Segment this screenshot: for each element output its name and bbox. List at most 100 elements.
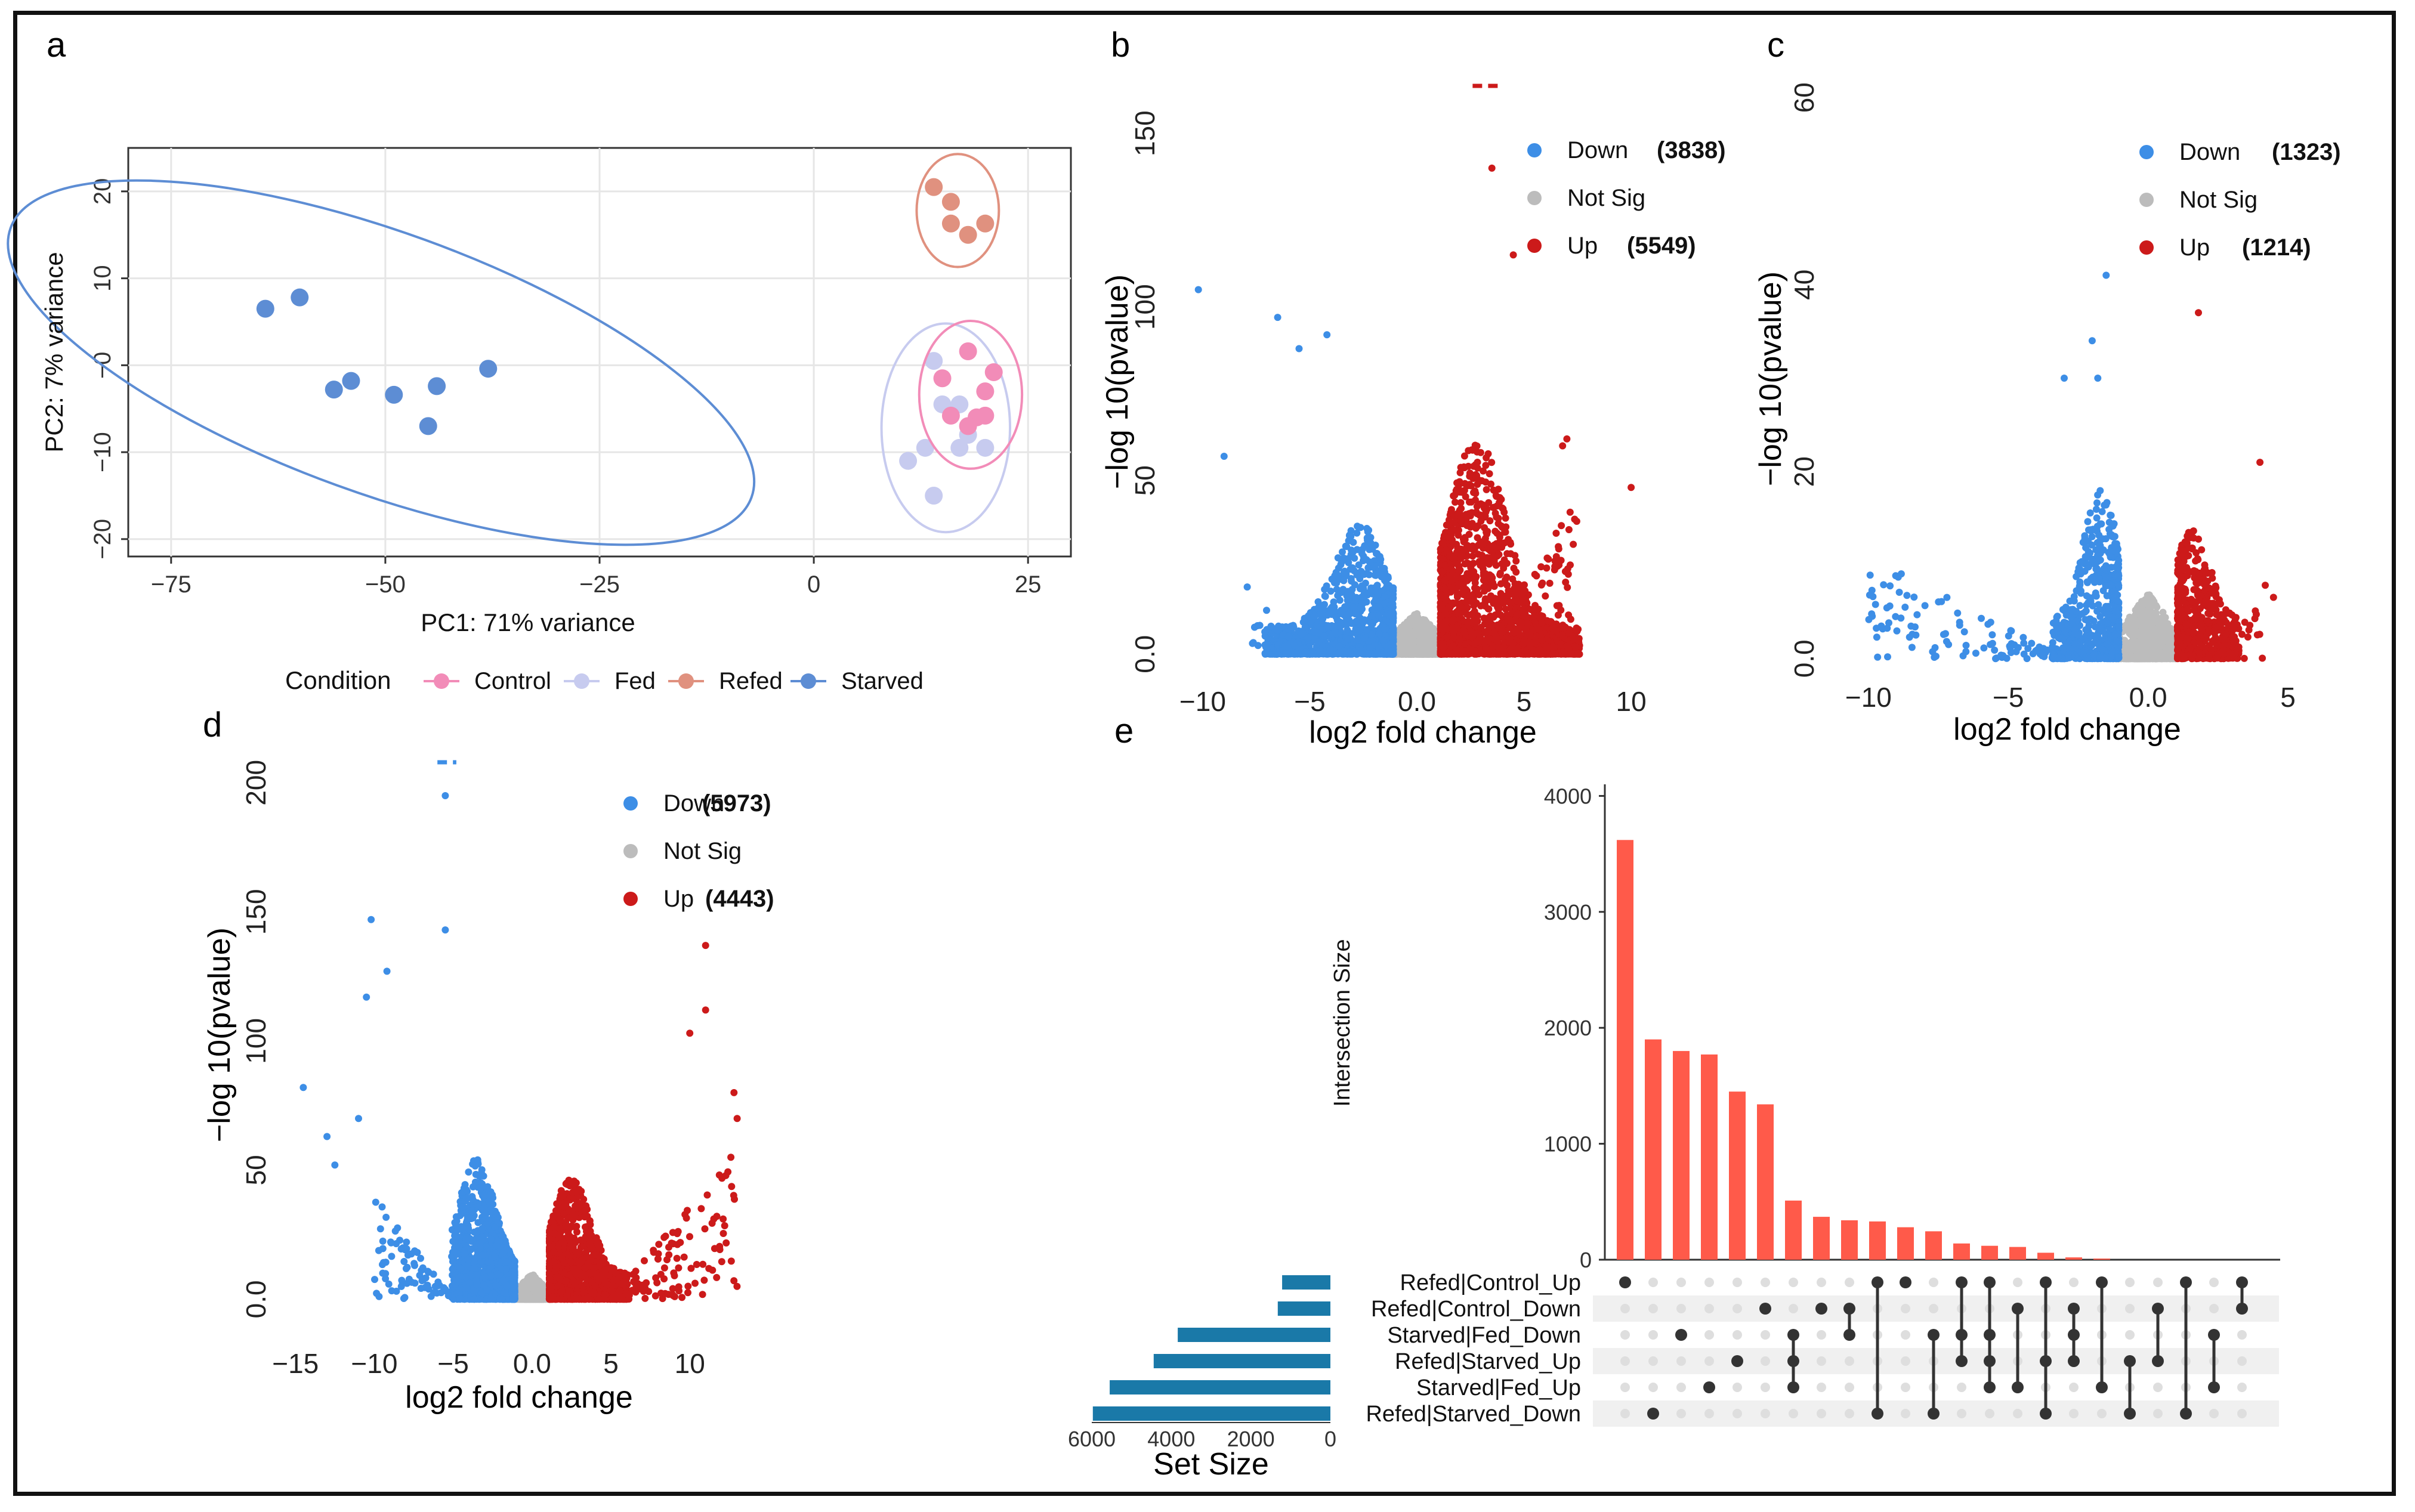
volcano-point-up [1446,520,1453,528]
volcano-b-legend-count: (5549) [1627,233,1696,259]
volcano-point-up [1565,526,1573,533]
pca-y-axis-label: PC2: 7% variance [40,252,68,452]
volcano-point-down [1352,617,1360,625]
volcano-point-down [1373,649,1381,657]
pca-ellipse-control [918,320,1024,470]
volcano-point-down [1267,622,1275,630]
volcano-point-up [1481,602,1489,610]
volcano-point-up [1509,575,1517,583]
volcano-b-xtick-label: 10 [1616,686,1647,717]
volcano-point-up [1500,564,1508,572]
volcano-point-up [1458,647,1466,654]
volcano-point-down [1290,642,1298,650]
volcano-point-up [1457,517,1465,524]
volcano-point-up [1483,505,1491,513]
volcano-point-up [1495,551,1503,558]
volcano-point-up [1456,636,1464,644]
volcano-point-down [1263,607,1270,614]
volcano-point-up-outlier [1628,484,1635,491]
volcano-point-up [1571,515,1579,523]
volcano-point-up [1497,522,1505,530]
volcano-point-up [1552,530,1560,537]
volcano-point-notsig [1396,650,1403,658]
volcano-point-up-outlier [1559,442,1567,450]
volcano-point-down [1334,650,1342,658]
pca-ytick-label: 10 [89,265,116,292]
volcano-point-down-outlier [1194,286,1202,293]
panel-letter-c: c [1767,26,1784,64]
volcano-point-down [1339,611,1347,619]
volcano-point-up [1471,620,1479,627]
volcano-point-up [1453,527,1461,535]
pca-xtick-label: −75 [151,571,192,598]
volcano-point-down [1333,579,1341,587]
volcano-point-down [1378,573,1385,580]
volcano-point-down [1389,595,1397,603]
pca-point-refed [959,225,977,244]
pca-xtick-label: 25 [1015,571,1042,598]
volcano-point-up [1535,646,1543,654]
volcano-point-up [1438,620,1446,628]
volcano-point-up [1457,463,1465,471]
volcano-point-up [1449,584,1456,592]
volcano-point-up-outlier [1563,435,1571,443]
volcano-point-up [1493,530,1501,537]
volcano-point-up [1441,561,1449,569]
volcano-point-down [1354,636,1361,644]
volcano-point-up [1557,556,1565,564]
volcano-point-up [1502,576,1509,584]
volcano-point-down [1264,644,1271,651]
panel-letter-b: b [1111,26,1130,64]
volcano-b-legend-key-0 [1527,143,1542,157]
volcano-point-notsig [1422,627,1430,635]
volcano-point-down [1321,592,1329,600]
volcano-point-up [1512,568,1520,576]
volcano-point-up [1438,568,1446,576]
volcano-point-down [1274,627,1281,635]
volcano-point-down [1243,583,1251,591]
volcano-point-down [1355,627,1363,635]
pca-legend-key-control [434,673,449,689]
volcano-point-notsig [1415,623,1422,631]
volcano-point-up [1468,498,1475,506]
volcano-point-up [1524,649,1531,657]
volcano-point-down [1353,571,1361,579]
volcano-point-up [1511,645,1519,653]
volcano-point-up [1517,631,1524,639]
volcano-point-up [1473,442,1481,450]
volcano-point-down [1389,627,1397,635]
volcano-point-up [1477,449,1484,456]
volcano-point-down [1334,554,1342,562]
pca-legend-label-refed: Refed [719,668,783,694]
volcano-point-up [1480,614,1488,622]
pca-ellipse-fed [880,322,1012,534]
volcano-point-down [1366,588,1373,596]
volcano-point-up [1449,576,1456,583]
volcano-point-up [1520,599,1527,607]
volcano-point-down [1314,638,1321,646]
volcano-point-down [1348,577,1355,585]
volcano-point-notsig [1406,619,1413,627]
volcano-point-down [1381,626,1388,633]
volcano-b-ytick-label: 150 [1129,110,1160,156]
volcano-point-down [1368,612,1376,620]
volcano-point-down [1373,582,1381,590]
volcano-point-up [1441,576,1449,584]
volcano-point-up [1555,543,1562,551]
volcano-point-down [1343,543,1351,551]
volcano-point-down [1360,618,1367,626]
volcano-point-up [1466,592,1474,599]
volcano-point-up [1481,588,1488,595]
pca-point-starved [256,299,274,318]
pca-legend-key-refed [678,673,694,689]
volcano-point-up [1503,614,1511,622]
volcano-point-up [1522,613,1530,621]
panel-letter-d: d [203,706,222,744]
pca-point-starved [428,377,446,395]
volcano-point-notsig [1429,627,1437,635]
volcano-point-up [1500,539,1508,547]
volcano-point-notsig [2157,634,2164,642]
volcano-b-xtick-label: −5 [1294,686,1325,717]
volcano-point-notsig [1419,616,1427,623]
